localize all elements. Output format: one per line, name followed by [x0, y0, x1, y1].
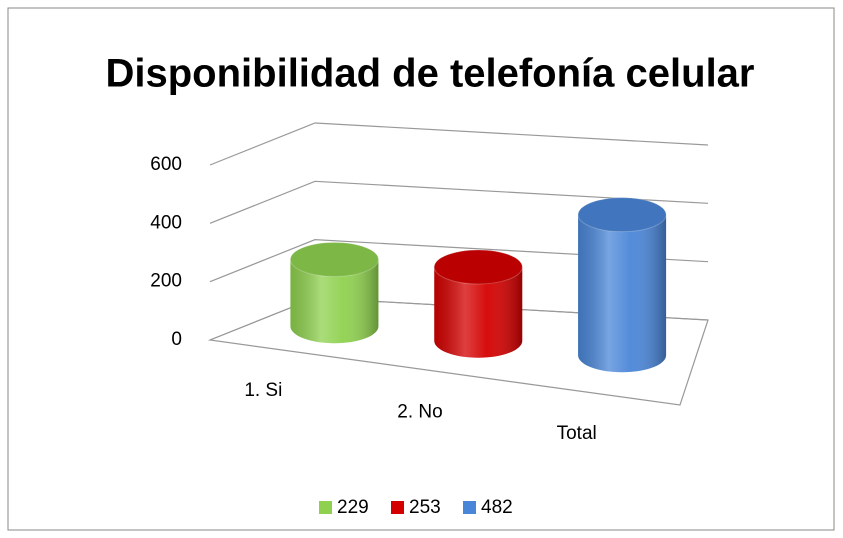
legend-label: 229	[337, 497, 369, 518]
cylinder-top	[577, 197, 667, 233]
legend-swatch	[319, 501, 332, 514]
cylinder-top	[433, 249, 523, 285]
x-tick-label: Total	[557, 423, 597, 444]
legend-label: 482	[481, 497, 513, 518]
cylinder-top	[289, 241, 379, 277]
x-tick-label: 1. Si	[244, 380, 282, 401]
y-tick-label: 400	[150, 212, 182, 233]
cylinder	[578, 214, 667, 373]
x-tick-label: 2. No	[397, 402, 442, 423]
legend-label: 253	[409, 497, 441, 518]
legend-swatch	[463, 501, 476, 514]
legend-swatch	[391, 501, 404, 514]
grid-line	[209, 239, 709, 283]
cylinder-top-shade	[434, 249, 523, 284]
cylinder-top-shade	[290, 242, 379, 277]
chart-frame	[7, 7, 835, 531]
chart-title: Disponibilidad de telefonía celular	[105, 52, 754, 96]
y-tick-label: 600	[150, 154, 182, 175]
grid-line	[209, 122, 709, 166]
y-tick-label: 200	[150, 271, 182, 292]
grid-line	[209, 180, 709, 224]
cylinder-top-shade	[578, 197, 667, 232]
y-tick-label: 0	[171, 329, 182, 350]
